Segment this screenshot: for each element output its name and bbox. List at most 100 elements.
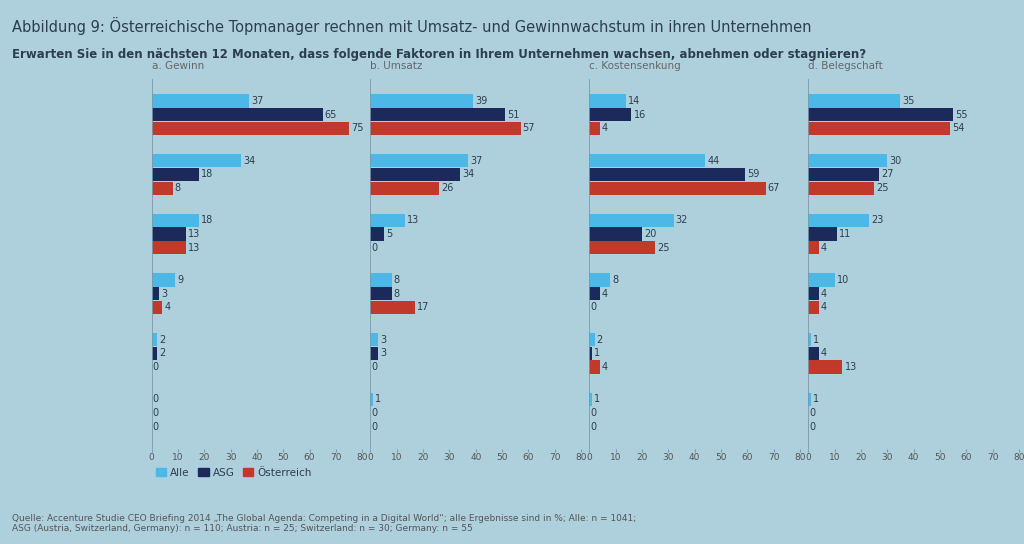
Text: 34: 34: [244, 156, 255, 165]
Bar: [152, 347, 157, 360]
Text: 0: 0: [372, 408, 378, 418]
Text: Erwarten Sie in den nächsten 12 Monaten, dass folgende Faktoren in Ihrem Unterne: Erwarten Sie in den nächsten 12 Monaten,…: [12, 48, 866, 61]
Bar: [152, 241, 185, 254]
Bar: [590, 361, 600, 374]
Text: 8: 8: [393, 289, 399, 299]
Bar: [371, 301, 415, 314]
Text: 0: 0: [372, 422, 378, 432]
Bar: [590, 274, 610, 287]
Text: 25: 25: [657, 243, 670, 253]
Text: 4: 4: [602, 289, 608, 299]
Text: 39: 39: [475, 96, 487, 106]
Bar: [371, 333, 378, 346]
Text: 4: 4: [602, 362, 608, 372]
Text: 18: 18: [201, 169, 213, 180]
Bar: [590, 108, 632, 121]
Text: 0: 0: [153, 362, 159, 372]
Text: c. Kostensenkung: c. Kostensenkung: [590, 61, 681, 71]
Bar: [808, 333, 811, 346]
Bar: [808, 347, 819, 360]
Text: 25: 25: [877, 183, 889, 193]
Text: 0: 0: [810, 422, 816, 432]
Bar: [808, 182, 874, 195]
Text: 13: 13: [187, 243, 200, 253]
Bar: [590, 182, 766, 195]
Text: 1: 1: [813, 335, 819, 344]
Bar: [808, 168, 880, 181]
Text: 1: 1: [594, 348, 600, 358]
Text: 13: 13: [187, 229, 200, 239]
Text: b. Umsatz: b. Umsatz: [371, 61, 423, 71]
Bar: [371, 393, 373, 406]
Bar: [590, 122, 600, 135]
Text: a. Gewinn: a. Gewinn: [152, 61, 204, 71]
Bar: [152, 333, 157, 346]
Text: 65: 65: [325, 110, 337, 120]
Legend: Alle, ASG, Österreich: Alle, ASG, Österreich: [152, 463, 316, 481]
Text: 35: 35: [902, 96, 914, 106]
Text: 2: 2: [597, 335, 603, 344]
Text: 75: 75: [351, 123, 364, 133]
Text: 27: 27: [882, 169, 894, 180]
Bar: [371, 95, 473, 108]
Text: 13: 13: [845, 362, 857, 372]
Text: 0: 0: [153, 422, 159, 432]
Text: 57: 57: [522, 123, 536, 133]
Text: 54: 54: [952, 123, 965, 133]
Bar: [590, 333, 595, 346]
Bar: [808, 154, 887, 167]
Bar: [152, 182, 173, 195]
Bar: [808, 122, 950, 135]
Bar: [371, 154, 468, 167]
Bar: [371, 168, 460, 181]
Bar: [371, 227, 384, 240]
Text: 20: 20: [644, 229, 656, 239]
Text: 18: 18: [201, 215, 213, 225]
Text: 3: 3: [381, 348, 387, 358]
Text: 4: 4: [821, 289, 827, 299]
Bar: [152, 154, 241, 167]
Text: 32: 32: [676, 215, 688, 225]
Text: d. Belegschaft: d. Belegschaft: [808, 61, 883, 71]
Text: 37: 37: [251, 96, 263, 106]
Text: 0: 0: [591, 422, 597, 432]
Text: Abbildung 9: Österreichische Topmanager rechnen mit Umsatz- und Gewinnwachstum i: Abbildung 9: Österreichische Topmanager …: [12, 17, 812, 35]
Bar: [590, 287, 600, 300]
Bar: [371, 347, 378, 360]
Text: 0: 0: [591, 408, 597, 418]
Text: 37: 37: [470, 156, 482, 165]
Text: 4: 4: [821, 243, 827, 253]
Text: 67: 67: [768, 183, 780, 193]
Bar: [371, 182, 439, 195]
Text: 0: 0: [810, 408, 816, 418]
Bar: [590, 227, 642, 240]
Bar: [152, 274, 175, 287]
Text: 0: 0: [153, 408, 159, 418]
Bar: [590, 95, 627, 108]
Text: 8: 8: [393, 275, 399, 285]
Bar: [152, 301, 162, 314]
Text: 4: 4: [821, 302, 827, 312]
Text: 8: 8: [175, 183, 181, 193]
Text: 34: 34: [462, 169, 474, 180]
Text: 30: 30: [889, 156, 901, 165]
Bar: [371, 287, 391, 300]
Text: 3: 3: [381, 335, 387, 344]
Text: 13: 13: [407, 215, 419, 225]
Bar: [152, 95, 249, 108]
Bar: [152, 287, 160, 300]
Text: 0: 0: [372, 362, 378, 372]
Text: 4: 4: [821, 348, 827, 358]
Bar: [808, 301, 819, 314]
Text: 55: 55: [955, 110, 968, 120]
Text: 1: 1: [375, 394, 381, 404]
Bar: [808, 393, 811, 406]
Bar: [590, 168, 744, 181]
Bar: [808, 287, 819, 300]
Bar: [590, 214, 674, 227]
Bar: [371, 108, 505, 121]
Text: 1: 1: [594, 394, 600, 404]
Text: 23: 23: [870, 215, 884, 225]
Bar: [152, 168, 199, 181]
Text: 4: 4: [164, 302, 170, 312]
